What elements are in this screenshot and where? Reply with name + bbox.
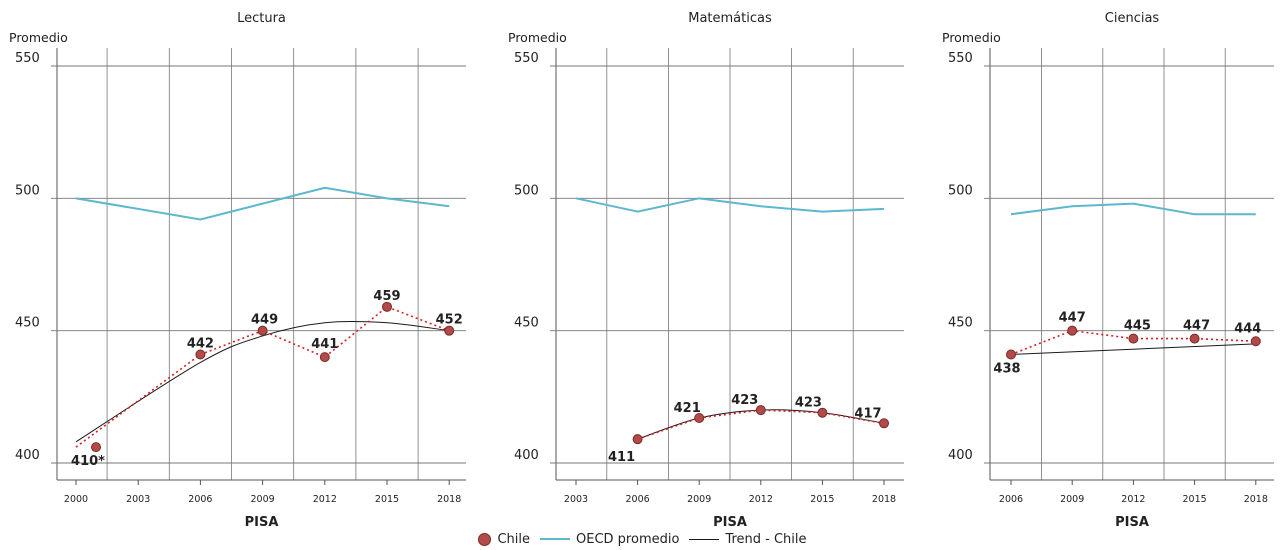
panel-2-ytick-label: 550 xyxy=(514,51,539,66)
panel-2-chile-value-label: 421 xyxy=(674,401,701,416)
panel-1-ylabel: Promedio xyxy=(9,30,68,45)
panel-2-chile-point xyxy=(694,413,705,424)
panel-3-chile-point xyxy=(1067,325,1078,336)
panel-1-chile-point xyxy=(257,325,268,336)
legend-item-trend: Trend - Chile xyxy=(689,531,807,547)
panel-2-xlabel: PISA xyxy=(713,515,747,530)
panel-1-ytick-label: 400 xyxy=(15,448,40,463)
panel-2-xtick-label: 2015 xyxy=(810,494,834,505)
panel-1-trend-line xyxy=(75,320,450,443)
panel-1-chile-value-label: 449 xyxy=(251,313,278,328)
panel-1-chile-point xyxy=(382,301,392,312)
panel-2-chile-point xyxy=(632,434,643,445)
panel-3-xtick-label: 2012 xyxy=(1121,494,1145,505)
legend-item-oecd: OECD promedio xyxy=(540,532,679,547)
panel-3-chile-value-label: 447 xyxy=(1059,311,1086,326)
panel-2-chile-value-label: 417 xyxy=(854,406,881,421)
panel-1-ytick-label: 550 xyxy=(15,51,40,66)
panel-1-xtick-label: 2018 xyxy=(437,494,461,505)
panel-1-xtick-label: 2009 xyxy=(251,494,275,505)
panel-3-xtick-label: 2018 xyxy=(1244,494,1268,505)
panel-1-xtick-label: 2012 xyxy=(313,494,337,505)
panel-2-xtick-label: 2003 xyxy=(564,494,588,505)
panel-1-chile-point xyxy=(444,325,455,336)
panel-2-chile-value-label: 411 xyxy=(608,450,635,465)
panel-1-chile-point xyxy=(319,352,330,363)
panel-3-chile-point xyxy=(1250,336,1261,347)
panel-3-chile-point xyxy=(1006,349,1016,360)
panel-1-xlabel: PISA xyxy=(245,515,279,530)
panel-2-ylabel: Promedio xyxy=(508,30,567,45)
panel-3-ytick-label: 550 xyxy=(948,51,973,66)
panel-3-xlabel: PISA xyxy=(1115,515,1149,530)
chart-legend: Chile OECD promedio Trend - Chile xyxy=(0,528,1285,550)
panel-1-chile-value-label: 410* xyxy=(71,454,105,469)
panel-3-ylabel: Promedio xyxy=(942,30,1001,45)
panel-3-chile-point xyxy=(1189,333,1200,344)
panel-2-xtick-label: 2006 xyxy=(626,494,650,505)
panel-1-ytick-label: 450 xyxy=(15,316,40,331)
panel-1-xtick-label: 2006 xyxy=(188,494,212,505)
panel-3-ytick-label: 450 xyxy=(948,316,973,331)
panel-1-xtick-label: 2003 xyxy=(126,494,150,505)
panel-3-xtick-label: 2006 xyxy=(999,494,1023,505)
panel-1-chile-point xyxy=(91,442,101,453)
panel-2-title: Matemáticas xyxy=(688,11,772,26)
panel-3-chile-value-label: 447 xyxy=(1183,319,1210,334)
panel-1-chile-value-label: 442 xyxy=(187,336,214,351)
panel-3-ytick-label: 400 xyxy=(948,448,973,463)
panel-2-chile-value-label: 423 xyxy=(731,393,758,408)
legend-chile-label: Chile xyxy=(497,531,531,547)
panel-2-xtick-label: 2018 xyxy=(872,494,896,505)
panel-2-chile-point xyxy=(817,407,828,418)
panel-2-chile-point xyxy=(879,418,889,429)
panel-2-xtick-label: 2009 xyxy=(687,494,711,505)
panel-1-oecd-line xyxy=(75,186,450,221)
panel-3-xtick-label: 2009 xyxy=(1060,494,1084,505)
panel-1-ytick-label: 500 xyxy=(15,183,40,198)
panel-1-chile-point xyxy=(195,349,206,360)
panel-2-xtick-label: 2012 xyxy=(749,494,773,505)
panel-2-ytick-label: 500 xyxy=(514,183,539,198)
legend-oecd-label: OECD promedio xyxy=(576,531,680,547)
panel-1-title: Lectura xyxy=(237,11,286,26)
panel-3-chile-value-label: 444 xyxy=(1234,321,1261,336)
panel-3-title: Ciencias xyxy=(1105,11,1160,26)
panel-2-ytick-label: 400 xyxy=(514,448,539,463)
panel-3-chile-value-label: 445 xyxy=(1124,319,1151,334)
legend-trend-label: Trend - Chile xyxy=(725,531,807,547)
panel-3-oecd-line xyxy=(1010,202,1256,216)
panel-3-ytick-label: 500 xyxy=(948,183,973,198)
panel-1-chile-line xyxy=(75,305,450,448)
panel-1-xtick-label: 2015 xyxy=(375,494,399,505)
panel-1-chile-value-label: 459 xyxy=(373,289,400,304)
panel-3-trend-line xyxy=(1010,343,1256,355)
panel-2-chile-point xyxy=(755,405,766,416)
panel-2-ytick-label: 450 xyxy=(514,316,539,331)
panel-1-chile-value-label: 441 xyxy=(311,337,338,352)
legend-item-chile: Chile xyxy=(478,532,530,547)
panel-3-chile-point xyxy=(1128,333,1139,344)
legend-chile-marker xyxy=(478,532,492,546)
legend-oecd-marker xyxy=(540,538,571,540)
panel-3-xtick-label: 2015 xyxy=(1183,494,1207,505)
panel-2-chile-value-label: 423 xyxy=(795,396,822,411)
panel-1-chile-value-label: 452 xyxy=(436,313,463,328)
panel-1-xtick-label: 2000 xyxy=(64,494,88,505)
panel-2-oecd-line xyxy=(575,197,885,213)
panel-3-chile-value-label: 438 xyxy=(993,361,1020,376)
legend-trend-marker xyxy=(689,538,720,540)
